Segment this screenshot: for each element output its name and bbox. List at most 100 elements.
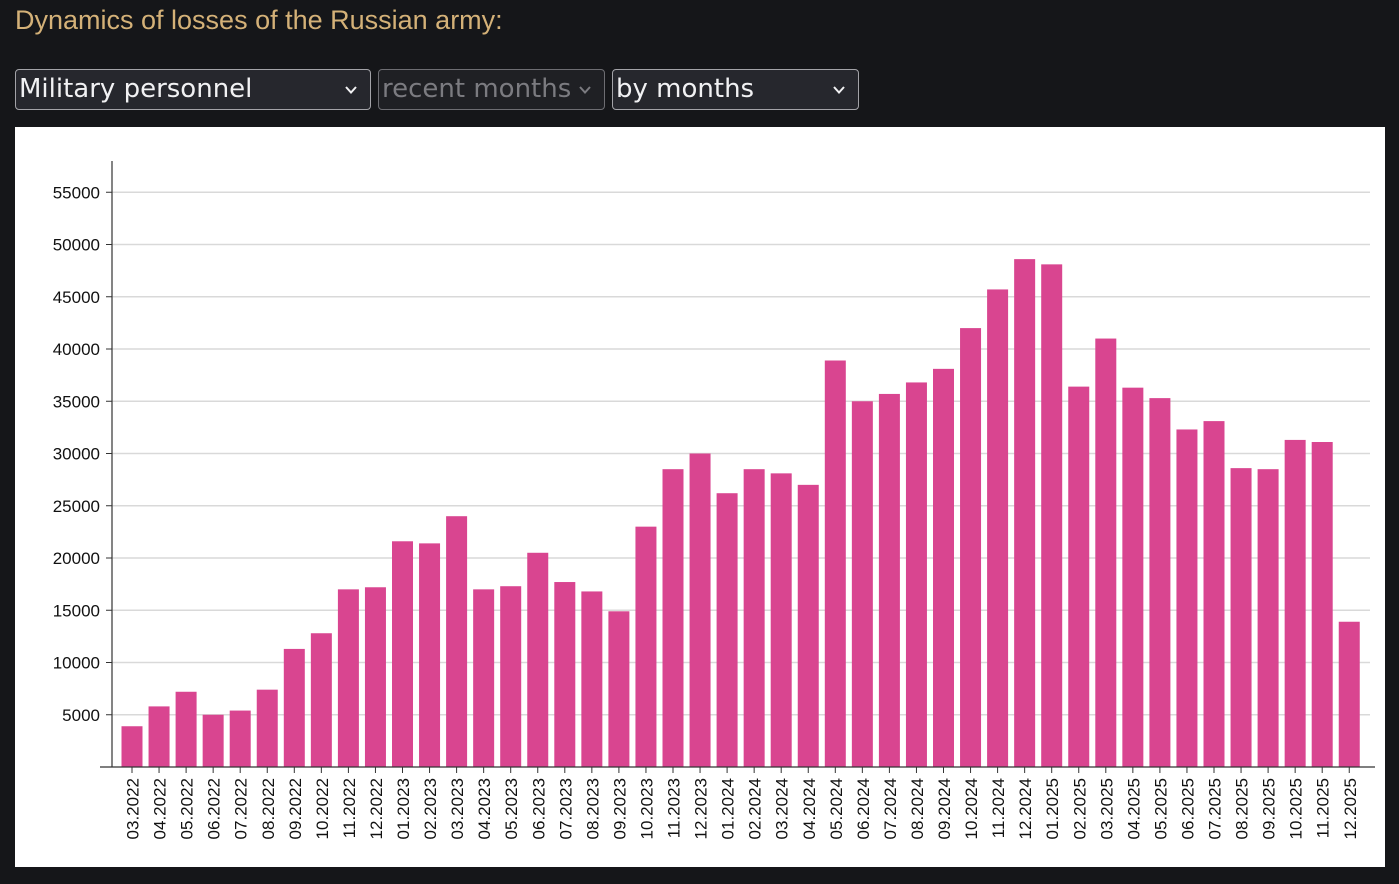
y-tick-label: 25000 xyxy=(53,497,100,516)
bar-12.2024 xyxy=(1014,259,1036,767)
bar-08.2024 xyxy=(905,382,927,767)
bar-02.2024 xyxy=(743,469,765,767)
bar-08.2022 xyxy=(256,689,278,767)
y-tick-label: 10000 xyxy=(53,654,100,673)
x-tick-label: 06.2022 xyxy=(205,778,224,839)
x-tick-label: 05.2024 xyxy=(827,778,846,839)
y-tick-label: 20000 xyxy=(53,549,100,568)
bar-10.2025 xyxy=(1284,439,1306,767)
bar-01.2023 xyxy=(392,541,413,767)
bar-11.2022 xyxy=(337,589,359,767)
bar-05.2022 xyxy=(175,691,197,767)
bar-10.2022 xyxy=(310,633,332,767)
x-tick-label: 04.2024 xyxy=(800,778,819,839)
x-tick-label: 01.2025 xyxy=(1043,778,1062,839)
chevron-down-icon xyxy=(833,86,845,94)
bar-09.2022 xyxy=(283,648,305,767)
bar-03.2022 xyxy=(121,726,143,767)
bar-04.2024 xyxy=(797,484,819,767)
bar-09.2025 xyxy=(1257,469,1279,767)
category-select-value: Military personnel xyxy=(19,74,253,104)
bar-11.2024 xyxy=(987,289,1009,767)
category-select[interactable]: Military personnel xyxy=(15,69,371,110)
period-select-value: recent months xyxy=(382,74,572,104)
y-tick-label: 30000 xyxy=(53,445,100,464)
x-tick-label: 11.2025 xyxy=(1314,778,1333,838)
bar-06.2023 xyxy=(527,552,549,767)
bar-09.2024 xyxy=(933,368,954,767)
x-tick-label: 11.2023 xyxy=(665,778,684,838)
x-tick-label: 09.2024 xyxy=(935,778,954,839)
x-tick-label: 09.2025 xyxy=(1260,778,1279,839)
bar-11.2025 xyxy=(1311,442,1333,767)
bar-02.2023 xyxy=(419,543,441,767)
y-tick-label: 50000 xyxy=(53,236,100,255)
x-tick-label: 07.2024 xyxy=(881,778,900,839)
x-tick-label: 05.2023 xyxy=(502,778,521,839)
period-select[interactable]: recent months xyxy=(378,69,605,110)
bar-01.2024 xyxy=(716,493,738,767)
bar-05.2024 xyxy=(824,360,846,767)
x-tick-label: 11.2024 xyxy=(989,778,1008,838)
bar-04.2025 xyxy=(1122,387,1144,767)
bar-11.2023 xyxy=(662,469,684,767)
x-tick-label: 03.2023 xyxy=(448,778,467,839)
x-tick-label: 04.2023 xyxy=(475,778,494,839)
bar-07.2022 xyxy=(229,710,251,767)
x-tick-label: 07.2025 xyxy=(1206,778,1225,839)
x-tick-label: 08.2023 xyxy=(583,778,602,839)
y-tick-label: 5000 xyxy=(62,706,100,725)
x-tick-label: 08.2022 xyxy=(259,778,278,839)
chevron-down-icon xyxy=(345,86,357,94)
grouping-select-value: by months xyxy=(616,74,755,104)
x-tick-label: 02.2025 xyxy=(1070,778,1089,839)
x-tick-label: 12.2025 xyxy=(1341,778,1360,839)
x-tick-label: 12.2023 xyxy=(692,778,711,839)
x-tick-label: 03.2024 xyxy=(773,778,792,839)
bar-12.2022 xyxy=(364,587,386,767)
x-tick-label: 02.2024 xyxy=(746,778,765,839)
x-tick-label: 12.2024 xyxy=(1016,778,1035,839)
x-tick-label: 01.2024 xyxy=(719,778,738,839)
bar-12.2025 xyxy=(1338,621,1360,767)
chevron-down-icon xyxy=(579,86,591,94)
bar-06.2024 xyxy=(851,401,873,767)
x-tick-label: 09.2023 xyxy=(610,778,629,839)
bar-07.2023 xyxy=(554,582,576,767)
x-tick-label: 01.2023 xyxy=(394,778,413,839)
bar-08.2025 xyxy=(1230,468,1252,767)
x-tick-label: 07.2022 xyxy=(232,778,251,839)
bar-03.2023 xyxy=(446,516,468,767)
bar-03.2025 xyxy=(1095,338,1117,767)
y-tick-label: 55000 xyxy=(53,183,100,202)
x-tick-label: 04.2025 xyxy=(1124,778,1143,839)
bar-04.2022 xyxy=(148,706,170,767)
x-tick-label: 10.2025 xyxy=(1287,778,1306,839)
bar-07.2024 xyxy=(878,393,900,767)
x-tick-label: 06.2025 xyxy=(1178,778,1197,839)
grouping-select[interactable]: by months xyxy=(612,69,859,110)
bar-09.2023 xyxy=(608,611,630,767)
y-tick-label: 15000 xyxy=(53,601,100,620)
x-tick-label: 03.2025 xyxy=(1097,778,1116,839)
x-tick-label: 10.2024 xyxy=(962,778,981,839)
bar-05.2023 xyxy=(500,586,522,767)
x-tick-label: 10.2023 xyxy=(637,778,656,839)
chart-panel: 5000 10000 15000 20000 25000 30000 35000 40000 4… xyxy=(15,127,1385,867)
x-tick-label: 05.2022 xyxy=(178,778,197,839)
x-tick-label: 03.2022 xyxy=(124,778,143,839)
bar-04.2023 xyxy=(473,589,495,767)
y-tick-label: 35000 xyxy=(53,392,100,411)
bar-chart: 5000 10000 15000 20000 25000 30000 35000 40000 4… xyxy=(53,161,1375,839)
x-tick-label: 12.2022 xyxy=(367,778,386,839)
y-tick-label: 45000 xyxy=(53,288,100,307)
x-tick-label: 09.2022 xyxy=(286,778,305,839)
bar-10.2023 xyxy=(635,526,657,767)
x-tick-label: 05.2025 xyxy=(1151,778,1170,839)
x-tick-label: 08.2025 xyxy=(1233,778,1252,839)
bar-06.2022 xyxy=(202,714,224,767)
bar-03.2024 xyxy=(770,473,792,767)
x-tick-label: 06.2024 xyxy=(854,778,873,839)
x-tick-label: 08.2024 xyxy=(908,778,927,839)
bar-05.2025 xyxy=(1149,398,1171,767)
